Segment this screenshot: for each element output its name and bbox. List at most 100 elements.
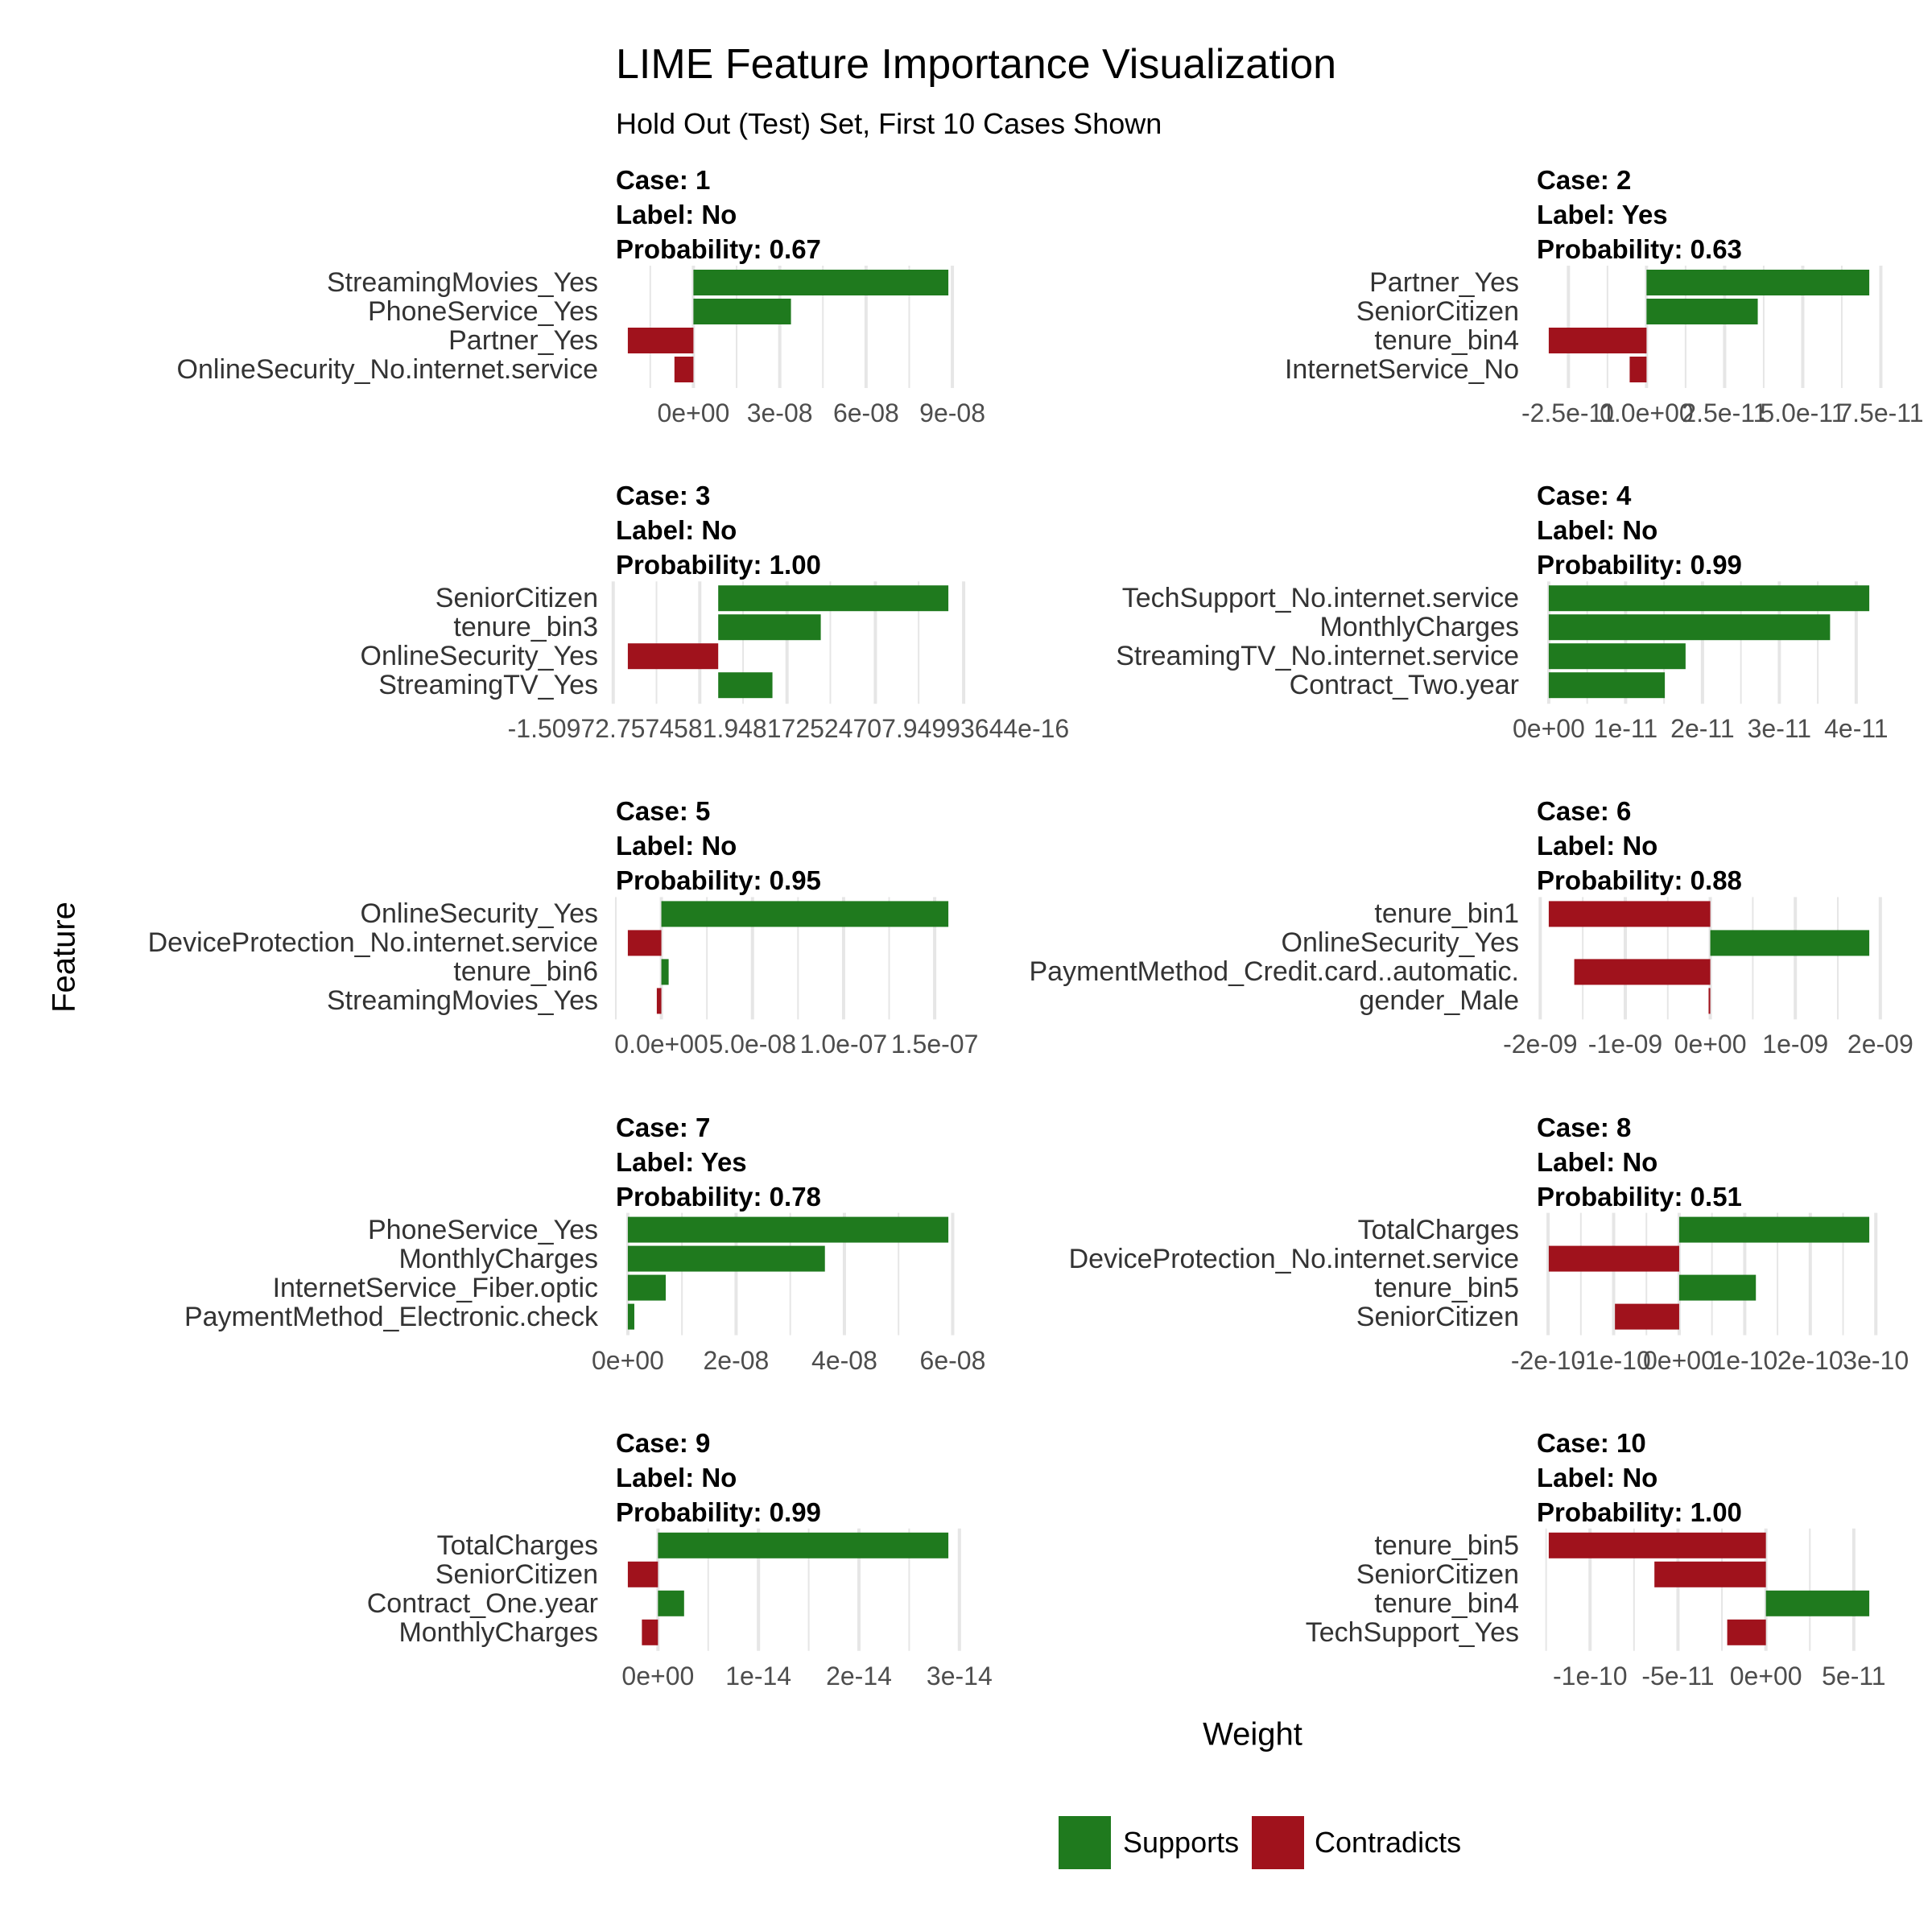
supports-bar — [693, 270, 949, 295]
feature-label: StreamingTV_Yes — [378, 670, 598, 701]
feature-label: gender_Male — [1359, 985, 1519, 1017]
x-axis-label: Weight — [1203, 1716, 1302, 1752]
supports-bar — [1548, 585, 1870, 612]
case-title: Case: 5 — [616, 796, 711, 827]
supports-bar — [1548, 614, 1831, 641]
x-tick-label: -1e-10 — [1552, 1661, 1628, 1690]
feature-label: SeniorCitizen — [435, 1558, 598, 1590]
feature-label: MonthlyCharges — [398, 1243, 598, 1274]
predicted-label: Label: No — [616, 200, 737, 229]
case-title: Case: 6 — [1537, 796, 1632, 827]
predicted-label: Label: No — [616, 515, 737, 546]
feature-label: DeviceProtection_No.internet.service — [147, 927, 598, 959]
probability: Probability: 0.67 — [616, 234, 821, 264]
feature-label: StreamingMovies_Yes — [326, 267, 598, 298]
chart-subtitle: Hold Out (Test) Set, First 10 Cases Show… — [616, 107, 1162, 140]
feature-label: tenure_bin6 — [453, 956, 598, 988]
contradicts-bar — [1629, 357, 1647, 382]
contradicts-bar — [1548, 328, 1647, 353]
feature-label: Partner_Yes — [448, 325, 598, 356]
contradicts-bar — [656, 988, 662, 1014]
supports-bar — [1548, 643, 1686, 670]
case-title: Case: 8 — [1537, 1112, 1632, 1142]
x-tick-label: 2.5e-11 — [1682, 398, 1768, 427]
x-tick-label: 5.0e-11 — [1760, 398, 1846, 427]
case-title: Case: 7 — [616, 1112, 711, 1142]
contradicts-bar — [1727, 1619, 1766, 1645]
feature-label: SeniorCitizen — [1356, 1301, 1519, 1332]
feature-label: tenure_bin1 — [1374, 898, 1519, 930]
supports-bar — [627, 1245, 825, 1272]
legend-label-supports: Supports — [1123, 1826, 1240, 1859]
x-tick-label: -1e-09 — [1587, 1030, 1663, 1059]
feature-label: tenure_bin4 — [1374, 325, 1519, 356]
feature-label: StreamingMovies_Yes — [326, 985, 598, 1017]
contradicts-bar — [1548, 1532, 1766, 1558]
feature-label: OnlineSecurity_Yes — [360, 898, 598, 930]
feature-label: tenure_bin5 — [1374, 1530, 1519, 1561]
predicted-label: Label: Yes — [616, 1146, 747, 1177]
case-title: Case: 1 — [616, 165, 711, 195]
probability: Probability: 0.99 — [1537, 550, 1742, 580]
feature-label: SeniorCitizen — [1356, 296, 1519, 327]
x-tick-label: 0e+00 — [1729, 1661, 1802, 1690]
feature-label: TotalCharges — [436, 1530, 598, 1561]
x-tick-label: 1e-09 — [1762, 1030, 1829, 1059]
contradicts-bar — [1574, 959, 1711, 985]
x-tick-label: 1.0e-07 — [799, 1030, 888, 1059]
feature-label: InternetService_No — [1284, 354, 1519, 385]
x-tick-label: 0e+00 — [1512, 714, 1585, 744]
contradicts-bar — [627, 930, 662, 956]
x-tick-label: 0e+00 — [591, 1345, 664, 1375]
x-tick-label: -2.5e-11 — [1521, 398, 1616, 427]
predicted-label: Label: Yes — [1537, 200, 1668, 229]
probability: Probability: 1.00 — [616, 550, 821, 580]
predicted-label: Label: No — [1537, 515, 1658, 546]
contradicts-bar — [627, 1561, 658, 1587]
contradicts-bar — [1654, 1561, 1766, 1587]
feature-label: PaymentMethod_Credit.card..automatic. — [1029, 956, 1519, 988]
feature-label: OnlineSecurity_Yes — [360, 641, 598, 672]
feature-label: MonthlyCharges — [1319, 612, 1519, 643]
probability: Probability: 0.99 — [616, 1496, 821, 1527]
supports-bar — [693, 299, 791, 324]
probability: Probability: 0.95 — [616, 865, 821, 896]
x-tick-label: -2e-10 — [1510, 1345, 1586, 1375]
supports-bar — [627, 1303, 634, 1330]
x-tick-label: 9e-08 — [919, 398, 986, 427]
x-tick-label: 0e+00 — [1643, 1345, 1715, 1375]
feature-label: MonthlyCharges — [398, 1616, 598, 1648]
x-tick-label: 3e-10 — [1843, 1345, 1909, 1375]
supports-bar — [627, 1216, 949, 1243]
x-tick-label: 1e-10 — [1711, 1345, 1778, 1375]
x-tick-label: 5e-11 — [1822, 1661, 1886, 1690]
x-tick-label: 3e-08 — [746, 398, 813, 427]
feature-label: TechSupport_No.internet.service — [1121, 583, 1519, 614]
supports-bar — [658, 1532, 949, 1558]
x-tick-label: 0.0e+00 — [1600, 398, 1694, 427]
x-tick-label: 4e-11 — [1824, 714, 1889, 744]
x-tick-label: 1e-11 — [1593, 714, 1658, 744]
feature-label: SeniorCitizen — [1356, 1558, 1519, 1590]
x-tick-label: 2e-09 — [1847, 1030, 1913, 1059]
case-title: Case: 3 — [616, 481, 711, 511]
contradicts-bar — [627, 643, 719, 670]
contradicts-bar — [1708, 988, 1711, 1014]
supports-bar — [1678, 1216, 1870, 1243]
contradicts-bar — [1548, 1245, 1679, 1272]
predicted-label: Label: No — [1537, 1462, 1658, 1492]
feature-label: SeniorCitizen — [435, 583, 598, 614]
x-tick-label: 7.5e-11 — [1838, 398, 1924, 427]
x-tick-label: -5e-11 — [1641, 1661, 1715, 1690]
x-tick-label: 6e-08 — [919, 1345, 986, 1375]
x-tick-label: 6e-08 — [832, 398, 899, 427]
feature-label: tenure_bin4 — [1374, 1587, 1519, 1619]
feature-label: OnlineSecurity_No.internet.service — [176, 354, 598, 385]
x-tick-label: 0.0e+00 — [614, 1030, 708, 1059]
feature-label: Contract_One.year — [366, 1587, 598, 1619]
